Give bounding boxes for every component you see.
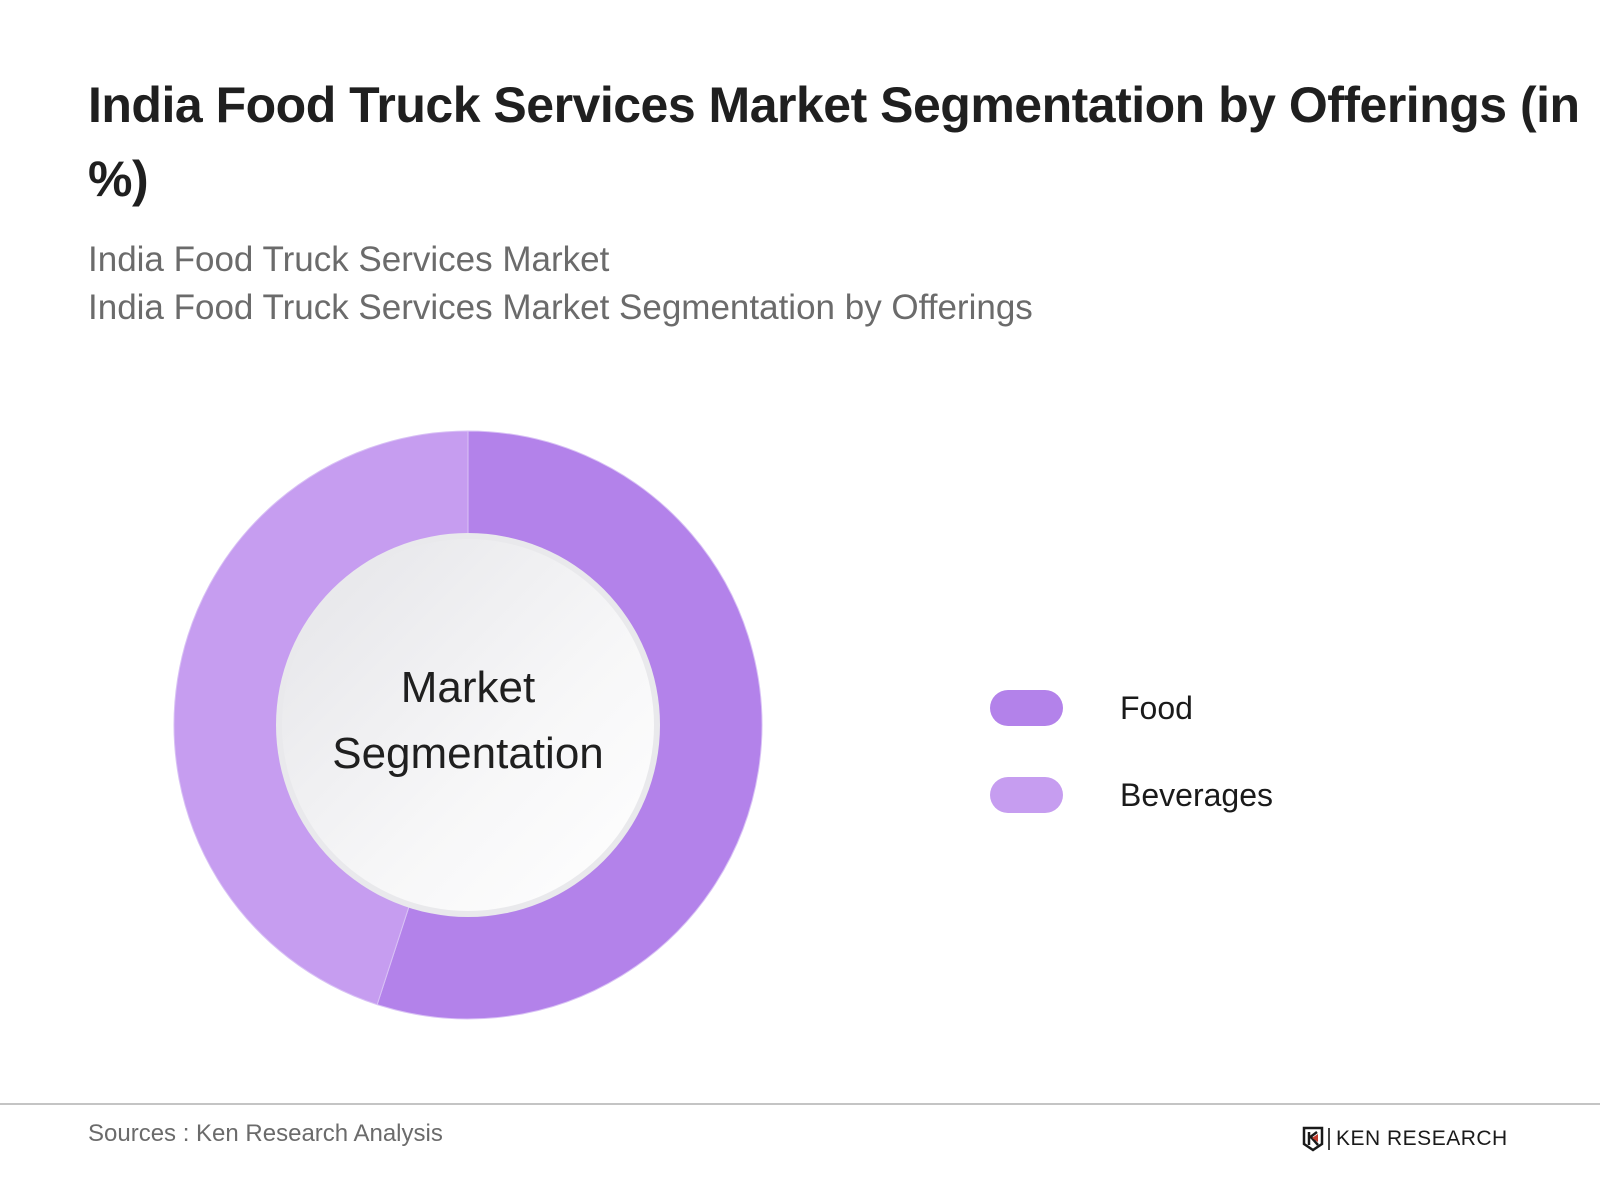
brand-logo: KEN RESEARCH [1302, 1124, 1508, 1154]
legend-swatch-food [990, 690, 1063, 726]
brand-name: KEN RESEARCH [1336, 1127, 1508, 1150]
footer-divider [0, 1103, 1600, 1105]
subtitle-line-1: India Food Truck Services Market [88, 240, 610, 279]
center-label-line-1: Market [400, 663, 536, 712]
legend-label-food: Food [1120, 690, 1193, 726]
donut-hole [282, 539, 654, 911]
donut-center-label: Market Segmentation [288, 655, 648, 787]
source-note: Sources : Ken Research Analysis [88, 1120, 443, 1147]
center-label-line-2: Segmentation [332, 729, 604, 778]
ken-research-logo-icon [1302, 1126, 1324, 1152]
chart-title: India Food Truck Services Market Segment… [88, 77, 1580, 207]
chart-subtitle: India Food Truck Services Market India F… [88, 236, 1033, 332]
legend-label-beverages: Beverages [1120, 777, 1273, 813]
legend-swatch-beverages [990, 777, 1063, 813]
brand-separator [1328, 1128, 1330, 1150]
subtitle-line-2: India Food Truck Services Market Segment… [88, 288, 1033, 327]
